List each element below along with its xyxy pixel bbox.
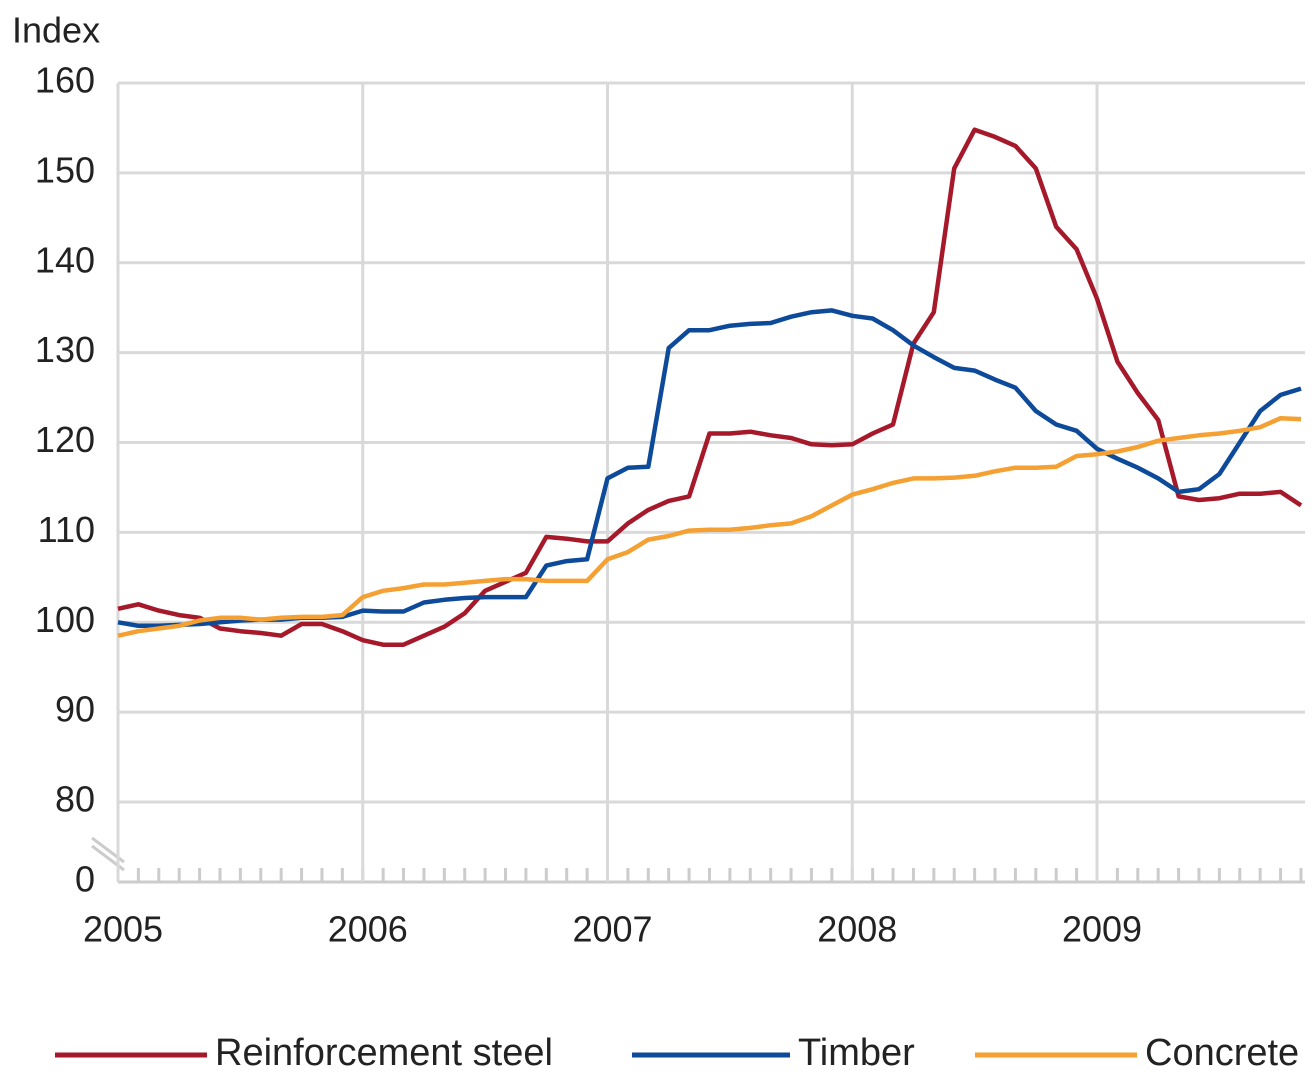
y-tick-label: 90 [55, 689, 95, 730]
legend-label: Reinforcement steel [215, 1032, 553, 1074]
y-tick-label: 160 [35, 60, 95, 101]
x-tick-label: 2007 [572, 909, 652, 950]
series-line [117, 308, 1302, 629]
x-tick-label: 2009 [1062, 909, 1142, 950]
legend-label: Timber [798, 1032, 915, 1074]
x-tick-label: 2005 [83, 909, 163, 950]
y-tick-label: 130 [35, 329, 95, 370]
y-tick-label: 120 [35, 419, 95, 460]
y-tick-label: 0 [75, 859, 95, 900]
y-tick-label: 110 [38, 509, 95, 550]
legend-label: Concrete [1145, 1032, 1299, 1074]
y-tick-label: 80 [55, 779, 95, 820]
x-tick-label: 2008 [817, 909, 897, 950]
series-line [117, 127, 1303, 647]
x-tick-label: 2006 [328, 909, 408, 950]
series-line [117, 415, 1302, 638]
y-tick-label: 150 [35, 149, 95, 190]
y-tick-label: 140 [35, 239, 95, 280]
y-tick-label: 100 [35, 599, 95, 640]
y-axis-label: Index [12, 10, 100, 51]
